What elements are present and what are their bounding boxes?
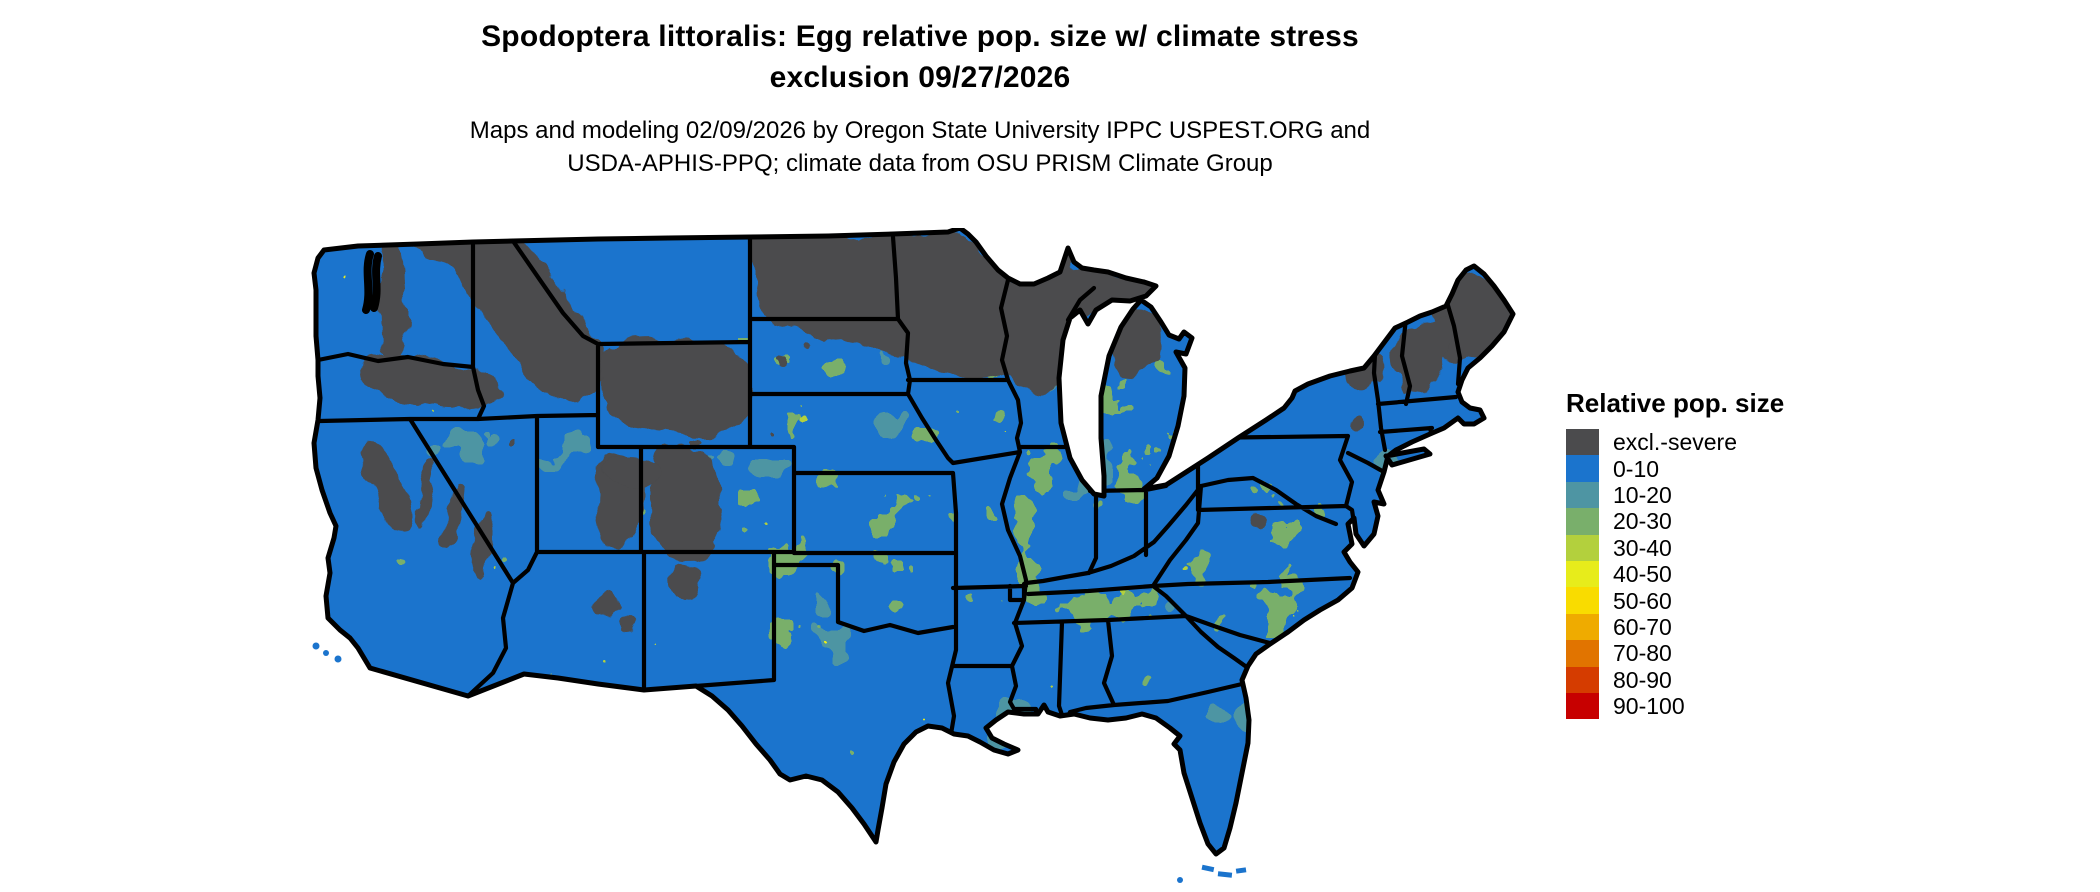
legend-swatch xyxy=(1566,508,1599,535)
legend-item: 0-10 xyxy=(1566,455,1866,482)
legend-label: 30-40 xyxy=(1613,534,1672,561)
legend-label: 50-60 xyxy=(1613,587,1672,614)
us-map-svg xyxy=(308,228,1528,883)
legend-swatch xyxy=(1566,429,1599,456)
legend: Relative pop. size excl.-severe 0-10 10-… xyxy=(1566,388,1866,720)
legend-title: Relative pop. size xyxy=(1566,388,1785,418)
legend-item: 60-70 xyxy=(1566,613,1866,641)
legend-swatch xyxy=(1566,455,1599,482)
legend-item: excl.-severe xyxy=(1566,429,1866,456)
legend-swatch xyxy=(1566,534,1599,561)
legend-label: excl.-severe xyxy=(1613,429,1737,456)
page-subtitle-line2: USDA-APHIS-PPQ; climate data from OSU PR… xyxy=(567,150,1273,177)
offshore-islands xyxy=(312,642,1247,883)
legend-swatch xyxy=(1566,560,1599,588)
legend-label: 10-20 xyxy=(1613,481,1672,508)
legend-label: 70-80 xyxy=(1613,640,1672,667)
legend-item: 90-100 xyxy=(1566,692,1866,720)
legend-swatch xyxy=(1566,692,1599,720)
page-subtitle-line1: Maps and modeling 02/09/2026 by Oregon S… xyxy=(469,117,1371,144)
header-block: Spodoptera littoralis: Egg relative pop.… xyxy=(310,16,1530,180)
page-subtitle: Maps and modeling 02/09/2026 by Oregon S… xyxy=(310,114,1530,180)
legend-item: 80-90 xyxy=(1566,666,1866,693)
legend-swatch xyxy=(1566,640,1599,667)
legend-label: 80-90 xyxy=(1613,666,1672,693)
excluded-region-overlay xyxy=(361,229,1511,632)
puget-sound xyxy=(362,250,382,314)
legend-item: 20-30 xyxy=(1566,508,1866,535)
legend-item: 70-80 xyxy=(1566,640,1866,667)
page-title-line1: Spodoptera littoralis: Egg relative pop.… xyxy=(481,20,1359,53)
legend-label: 0-10 xyxy=(1613,455,1660,482)
legend-swatch xyxy=(1566,587,1599,614)
legend-item: 10-20 xyxy=(1566,481,1866,509)
legend-label: 20-30 xyxy=(1613,508,1672,535)
legend-label: 60-70 xyxy=(1613,613,1672,640)
page-title-line2: exclusion 09/27/2026 xyxy=(769,61,1071,94)
legend-rows: excl.-severe 0-10 10-20 20-30 30-40 40-5… xyxy=(1566,429,1866,720)
legend-swatch xyxy=(1566,481,1599,509)
legend-label: 40-50 xyxy=(1613,561,1672,588)
legend-item: 30-40 xyxy=(1566,534,1866,561)
legend-label: 90-100 xyxy=(1613,693,1685,720)
legend-item: 50-60 xyxy=(1566,587,1866,614)
legend-swatch xyxy=(1566,666,1599,693)
us-map xyxy=(308,228,1528,884)
legend-item: 40-50 xyxy=(1566,560,1866,588)
legend-swatch xyxy=(1566,613,1599,641)
page-title: Spodoptera littoralis: Egg relative pop.… xyxy=(310,16,1530,98)
